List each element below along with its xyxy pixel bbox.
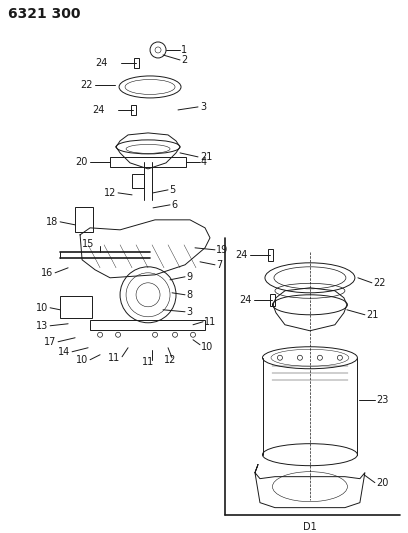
Bar [90, 320, 205, 330]
Text: 21: 21 [366, 310, 378, 320]
Text: 3: 3 [200, 102, 206, 112]
Text: 15: 15 [82, 239, 94, 249]
Text: 5: 5 [169, 185, 175, 195]
Text: 22: 22 [80, 80, 93, 90]
Text: 1: 1 [181, 45, 187, 55]
Text: D1: D1 [303, 522, 317, 531]
Text: 19: 19 [216, 245, 228, 255]
Text: 24: 24 [239, 295, 252, 305]
Bar [270, 294, 275, 306]
Text: 20: 20 [76, 157, 88, 167]
Text: 10: 10 [201, 342, 213, 352]
Text: 6: 6 [171, 200, 177, 210]
Text: 8: 8 [186, 290, 192, 300]
Text: 17: 17 [44, 337, 56, 347]
Text: 11: 11 [108, 353, 120, 363]
Text: 18: 18 [46, 217, 58, 227]
Text: 16: 16 [41, 268, 53, 278]
Text: 4: 4 [201, 157, 207, 167]
Text: 6321 300: 6321 300 [8, 7, 81, 21]
Bar [110, 157, 186, 167]
Text: 21: 21 [200, 152, 213, 162]
Bar [132, 174, 144, 188]
Text: 9: 9 [186, 272, 192, 282]
Text: 20: 20 [376, 478, 388, 488]
Text: 24: 24 [93, 105, 105, 115]
Text: 10: 10 [76, 355, 88, 365]
Text: 24: 24 [235, 250, 248, 260]
Text: 11: 11 [142, 357, 154, 367]
Bar [60, 296, 92, 318]
Text: 11: 11 [204, 317, 216, 327]
Text: 7: 7 [216, 260, 222, 270]
Text: 23: 23 [376, 395, 388, 405]
Text: 12: 12 [104, 188, 116, 198]
Bar [134, 58, 139, 68]
Text: 22: 22 [373, 278, 386, 288]
Text: 3: 3 [186, 307, 192, 317]
Text: 14: 14 [58, 347, 70, 357]
Text: 12: 12 [164, 355, 176, 365]
Bar [268, 249, 273, 261]
Text: 10: 10 [36, 303, 48, 313]
Text: 2: 2 [181, 55, 187, 65]
Bar [131, 105, 136, 115]
Text: 24: 24 [96, 58, 108, 68]
Bar [75, 207, 93, 232]
Text: 13: 13 [36, 321, 48, 331]
